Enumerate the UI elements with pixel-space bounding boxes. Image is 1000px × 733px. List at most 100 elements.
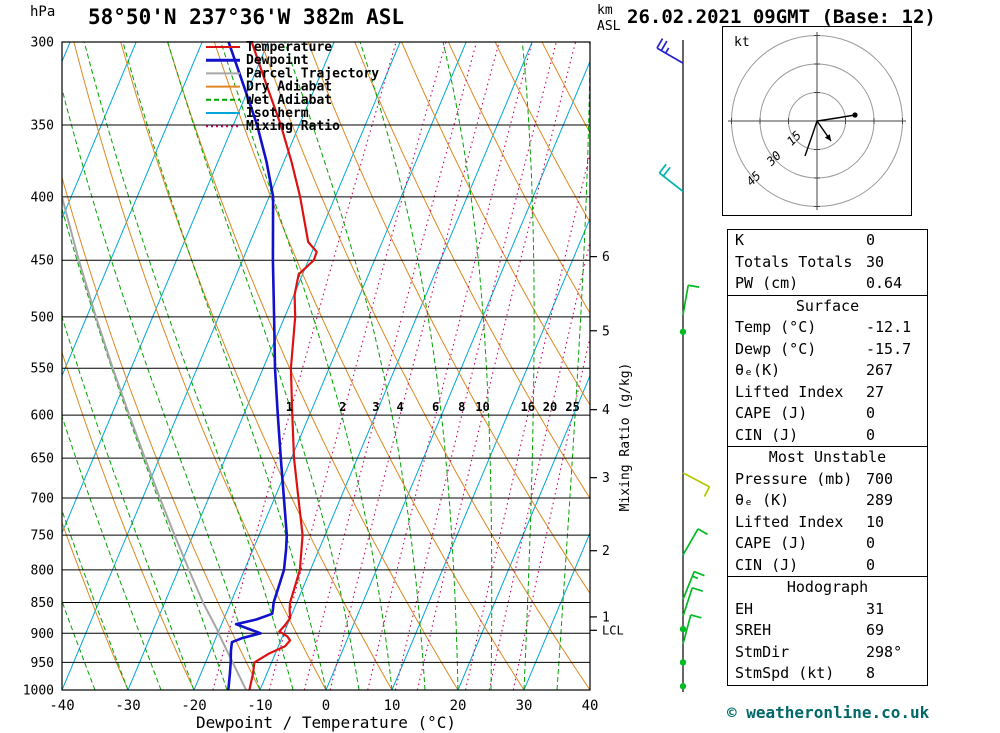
hodograph-trace-end-dot [852, 112, 858, 118]
temp-tick-label: -30 [115, 698, 140, 714]
table-section-title: Most Unstable [768, 448, 887, 466]
indices-table: K 0 Totals Totals 30 PW (cm) 0.64 Surface Temp … [727, 229, 928, 686]
table-section-surface: Surface Temp (°C) -12.1 Dewp (°C) -15.7 θₑ(K)… [727, 294, 928, 447]
mixing-ratio-label: 1 [286, 400, 293, 414]
table-row-value: 267 [866, 361, 894, 379]
table-row-label: Dewp (°C) [735, 339, 817, 358]
pressure-tick-label: 550 [31, 362, 54, 377]
dry-adiabat-line [447, 42, 590, 314]
table-section-hodograph: Hodograph EH 31 SREH 69 StmDir 298° StmSpd (kt)… [727, 576, 928, 686]
table-row: StmDir 298° [728, 642, 927, 664]
wind-calm-dot [679, 328, 687, 335]
legend-label: Dewpoint [246, 53, 309, 68]
pressure-tick-label: 300 [31, 36, 54, 51]
table-row: StmSpd (kt) 8 [728, 663, 927, 685]
mixing-ratio-label: 2 [339, 400, 346, 414]
pressure-tick-label: 750 [31, 529, 54, 544]
table-row-label: Lifted Index [735, 512, 844, 531]
temp-tick-label: 40 [582, 698, 599, 714]
pressure-tick-label: 500 [31, 310, 54, 325]
table-row-label: CIN (J) [735, 555, 799, 574]
table-row-label: CIN (J) [735, 425, 799, 444]
table-section-most-unstable: Most Unstable Pressure (mb) 700 θₑ (K) 289 Li… [727, 446, 928, 577]
table-row-value: 27 [866, 382, 885, 401]
table-row: CIN (J) 0 [728, 425, 927, 447]
wind-barb [682, 586, 703, 617]
temp-tick-label: -10 [247, 698, 272, 714]
table-row-label: SREH [735, 621, 772, 639]
mixing-axis-title: Mixing Ratio (g/kg) [618, 363, 633, 512]
temp-tick-label: -40 [49, 698, 74, 714]
table-row: CAPE (J) 0 [728, 403, 927, 425]
isotherm-line [391, 217, 590, 690]
wet-adiabat-line [62, 509, 129, 690]
table-row-value: 0 [866, 534, 876, 552]
table-row-value: 298° [866, 642, 903, 661]
table-row-value: 0.64 [866, 274, 903, 292]
table-row-value: 31 [866, 599, 885, 618]
pressure-tick-label: 850 [31, 596, 54, 611]
table-row-label: θₑ (K) [735, 491, 790, 509]
mixing-ratio-line [464, 151, 590, 690]
skewt-chart: 1 2 3 4 6 8 10 16 20 2530035040045050055060065070… [23, 3, 711, 732]
hodograph-unit-label: kt [734, 35, 750, 50]
table-section-indices: K 0 Totals Totals 30 PW (cm) 0.64 [727, 229, 928, 296]
wet-adiabat-line [62, 315, 195, 690]
table-row: EH 31 [728, 599, 927, 621]
pressure-axis-title: hPa [30, 4, 55, 20]
pressure-tick-label: 950 [31, 656, 54, 671]
dry-adiabat-line [167, 42, 459, 690]
mixing-ratio-line [212, 42, 397, 690]
table-row: Lifted Index 27 [728, 382, 927, 404]
legend-label: Mixing Ratio [246, 119, 340, 134]
mixing-ratio-line [512, 335, 590, 690]
isotherm-line [325, 60, 590, 690]
mixing-ratio-label: 4 [397, 400, 404, 414]
plot-frame [61, 41, 591, 691]
wet-adiabat-line [556, 42, 590, 690]
lcl-label: LCL [602, 623, 624, 637]
table-row-label: CAPE (J) [735, 534, 808, 552]
temp-tick-label: -20 [181, 698, 206, 714]
wind-barb [656, 38, 684, 64]
table-row-label: Temp (°C) [735, 318, 817, 336]
km-tick-label: 3 [602, 471, 610, 486]
km-tick-label: 4 [602, 403, 610, 418]
table-row-value: -12.1 [866, 318, 912, 336]
dry-adiabat-line [307, 42, 590, 595]
table-section-title: Surface [795, 296, 860, 315]
wind-calm-dot [679, 625, 687, 633]
isotherm-line [62, 42, 137, 220]
table-row: θₑ(K) 267 [728, 360, 927, 382]
table-section-title: Hodograph [786, 578, 869, 596]
wet-adiabat-line [62, 207, 228, 690]
mixing-ratio-label: 6 [432, 400, 439, 414]
legend-label: Dry Adiabat [246, 80, 332, 95]
pressure-tick-label: 1000 [23, 684, 54, 699]
table-row-value: -15.7 [866, 339, 912, 358]
legend-label: Temperature [246, 40, 332, 55]
dry-adiabat-line [62, 350, 195, 690]
mixing-ratio-line [329, 42, 500, 690]
table-row: θₑ (K) 289 [728, 490, 927, 512]
legend-label: Wet Adiabat [246, 93, 332, 108]
pressure-tick-label: 600 [31, 409, 54, 424]
wet-adiabat-line [167, 42, 360, 690]
temp-tick-label: 20 [450, 698, 467, 714]
isotherm-line [259, 42, 533, 690]
km-tick-label: 2 [602, 544, 610, 559]
km-tick-label: 6 [602, 250, 610, 265]
table-row-label: Totals Totals [735, 252, 853, 271]
isotherm-line [589, 688, 590, 690]
isotherm-line [193, 42, 467, 690]
wet-adiabat-line [62, 415, 162, 690]
table-row-label: θₑ(K) [735, 361, 781, 379]
wind-barb [682, 570, 705, 600]
dry-adiabat-line [588, 42, 590, 46]
parcel-trajectory-curve [62, 193, 247, 690]
table-row-value: 0 [866, 555, 876, 574]
table-row-value: 10 [866, 512, 885, 531]
pressure-tick-label: 700 [31, 492, 54, 507]
km-tick-label: 1 [602, 610, 610, 625]
